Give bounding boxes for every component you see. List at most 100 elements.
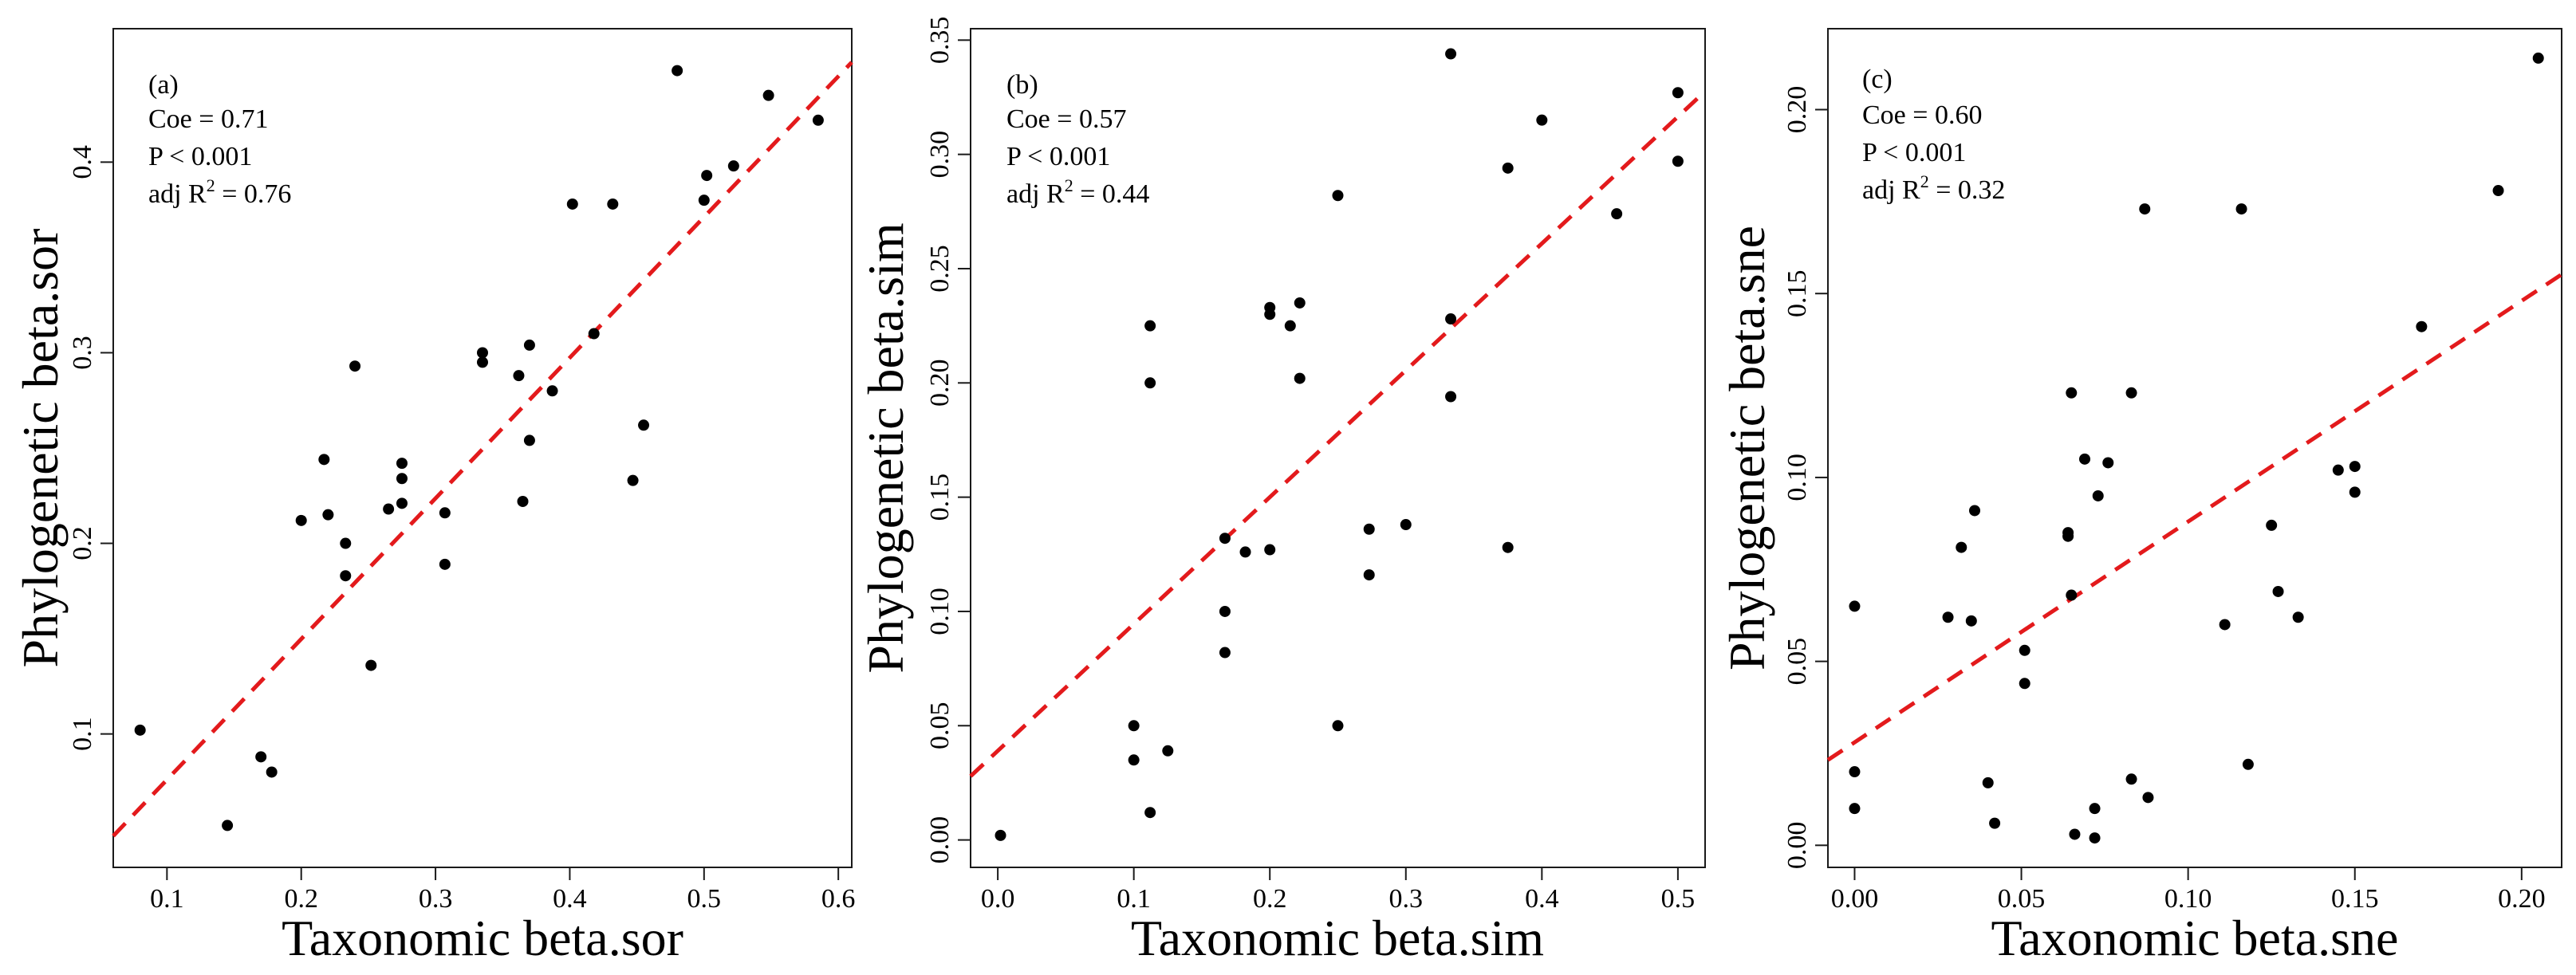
y-ticks: 0.1 0.2 0.3 0.4 bbox=[68, 145, 113, 751]
data-point bbox=[2266, 519, 2278, 531]
coe-annotation: Coe = 0.60 bbox=[1862, 100, 1982, 130]
data-point bbox=[222, 820, 234, 832]
p-annotation: P < 0.001 bbox=[148, 142, 252, 171]
y-tick-label: 0.15 bbox=[925, 474, 955, 521]
data-point bbox=[477, 356, 488, 368]
y-tick-label: 0.2 bbox=[68, 526, 97, 560]
data-point bbox=[2332, 464, 2344, 476]
data-point bbox=[1536, 114, 1548, 126]
x-ticks: 0.0 0.1 0.2 0.3 0.4 0.5 bbox=[981, 867, 1695, 914]
data-point bbox=[1502, 162, 1514, 174]
data-point bbox=[1611, 208, 1623, 220]
data-point bbox=[134, 724, 146, 736]
data-point bbox=[2272, 585, 2284, 597]
data-point bbox=[2066, 589, 2078, 601]
x-ticks: 0.1 0.2 0.3 0.4 0.5 0.6 bbox=[150, 867, 855, 914]
data-point bbox=[1672, 155, 1684, 167]
data-point bbox=[1502, 541, 1514, 553]
data-point bbox=[2019, 644, 2030, 656]
data-point bbox=[588, 328, 600, 340]
data-point bbox=[2102, 457, 2114, 469]
data-point bbox=[439, 558, 451, 570]
data-points bbox=[134, 65, 824, 832]
x-tick-label: 0.20 bbox=[2498, 884, 2546, 914]
data-point bbox=[1363, 523, 1375, 535]
data-point bbox=[2292, 611, 2304, 623]
x-tick-label: 0.10 bbox=[2164, 884, 2212, 914]
y-tick-label: 0.00 bbox=[925, 816, 955, 864]
data-point bbox=[513, 370, 525, 382]
x-tick-label: 0.0 bbox=[981, 884, 1015, 914]
data-point bbox=[1965, 615, 1977, 627]
data-point bbox=[1144, 377, 1156, 389]
data-point bbox=[383, 503, 395, 515]
data-point bbox=[607, 198, 619, 210]
y-axis-label: Phylogenetic beta.sne bbox=[1719, 226, 1775, 670]
data-point bbox=[1264, 544, 1276, 556]
x-tick-label: 0.15 bbox=[2331, 884, 2379, 914]
data-point bbox=[1162, 745, 1174, 757]
data-point bbox=[1264, 301, 1276, 313]
panel-c: 0.00 0.05 0.10 0.15 0.20 0.00 0.05 0.10 0.15 0.2… bbox=[1719, 28, 2563, 966]
fit-line bbox=[969, 89, 1707, 778]
y-tick-label: 0.05 bbox=[1782, 638, 1812, 686]
y-ticks: 0.00 0.05 0.10 0.15 0.20 bbox=[1782, 86, 1828, 869]
data-point bbox=[2089, 832, 2101, 844]
data-point bbox=[698, 195, 710, 206]
panel-b: 0.0 0.1 0.2 0.3 0.4 0.5 0.000.050.100.150.200… bbox=[857, 17, 1707, 966]
data-point bbox=[2069, 828, 2081, 840]
data-point bbox=[1332, 190, 1344, 202]
data-point bbox=[1284, 320, 1296, 332]
data-point bbox=[727, 160, 739, 172]
data-point bbox=[701, 170, 713, 182]
fit-line bbox=[1826, 273, 2563, 762]
data-point bbox=[396, 458, 408, 470]
data-point bbox=[2349, 461, 2361, 473]
data-point bbox=[1294, 297, 1306, 309]
data-point bbox=[2066, 387, 2078, 399]
panel-label: (a) bbox=[148, 70, 179, 100]
data-point bbox=[2235, 203, 2247, 215]
data-point bbox=[1400, 519, 1412, 531]
data-point bbox=[439, 507, 451, 519]
x-tick-label: 0.2 bbox=[1253, 884, 1287, 914]
x-tick-label: 0.6 bbox=[821, 884, 856, 914]
data-point bbox=[295, 514, 307, 526]
data-point bbox=[627, 474, 639, 486]
data-point bbox=[2125, 773, 2137, 785]
y-axis-label: Phylogenetic beta.sor bbox=[12, 229, 69, 668]
data-point bbox=[340, 570, 352, 582]
y-tick-label: 0.15 bbox=[1782, 269, 1812, 317]
x-tick-label: 0.4 bbox=[553, 884, 587, 914]
data-point bbox=[1445, 391, 1457, 403]
data-point bbox=[349, 360, 361, 372]
data-point bbox=[517, 495, 529, 507]
x-tick-label: 0.4 bbox=[1525, 884, 1559, 914]
data-point bbox=[1219, 647, 1231, 659]
x-tick-label: 0.00 bbox=[1831, 884, 1879, 914]
data-point bbox=[396, 473, 408, 485]
x-ticks: 0.00 0.05 0.10 0.15 0.20 bbox=[1831, 867, 2546, 914]
data-points bbox=[1849, 52, 2544, 844]
data-point bbox=[396, 497, 408, 509]
y-tick-label: 0.35 bbox=[925, 17, 955, 65]
data-points bbox=[995, 48, 1684, 841]
data-point bbox=[566, 198, 578, 210]
y-tick-label: 0.10 bbox=[1782, 454, 1812, 501]
data-point bbox=[365, 659, 377, 671]
fit-line bbox=[112, 61, 853, 838]
data-point bbox=[1942, 611, 1954, 623]
data-point bbox=[1969, 505, 1980, 517]
data-point bbox=[995, 829, 1006, 841]
data-point bbox=[1332, 720, 1344, 732]
y-tick-label: 0.4 bbox=[68, 145, 97, 179]
data-point bbox=[2125, 387, 2137, 399]
y-tick-label: 0.20 bbox=[925, 360, 955, 407]
data-point bbox=[1982, 776, 1994, 788]
x-tick-label: 0.2 bbox=[284, 884, 318, 914]
y-tick-label: 0.00 bbox=[1782, 822, 1812, 870]
data-point bbox=[762, 89, 774, 101]
data-point bbox=[2139, 203, 2151, 215]
data-point bbox=[1445, 48, 1457, 60]
